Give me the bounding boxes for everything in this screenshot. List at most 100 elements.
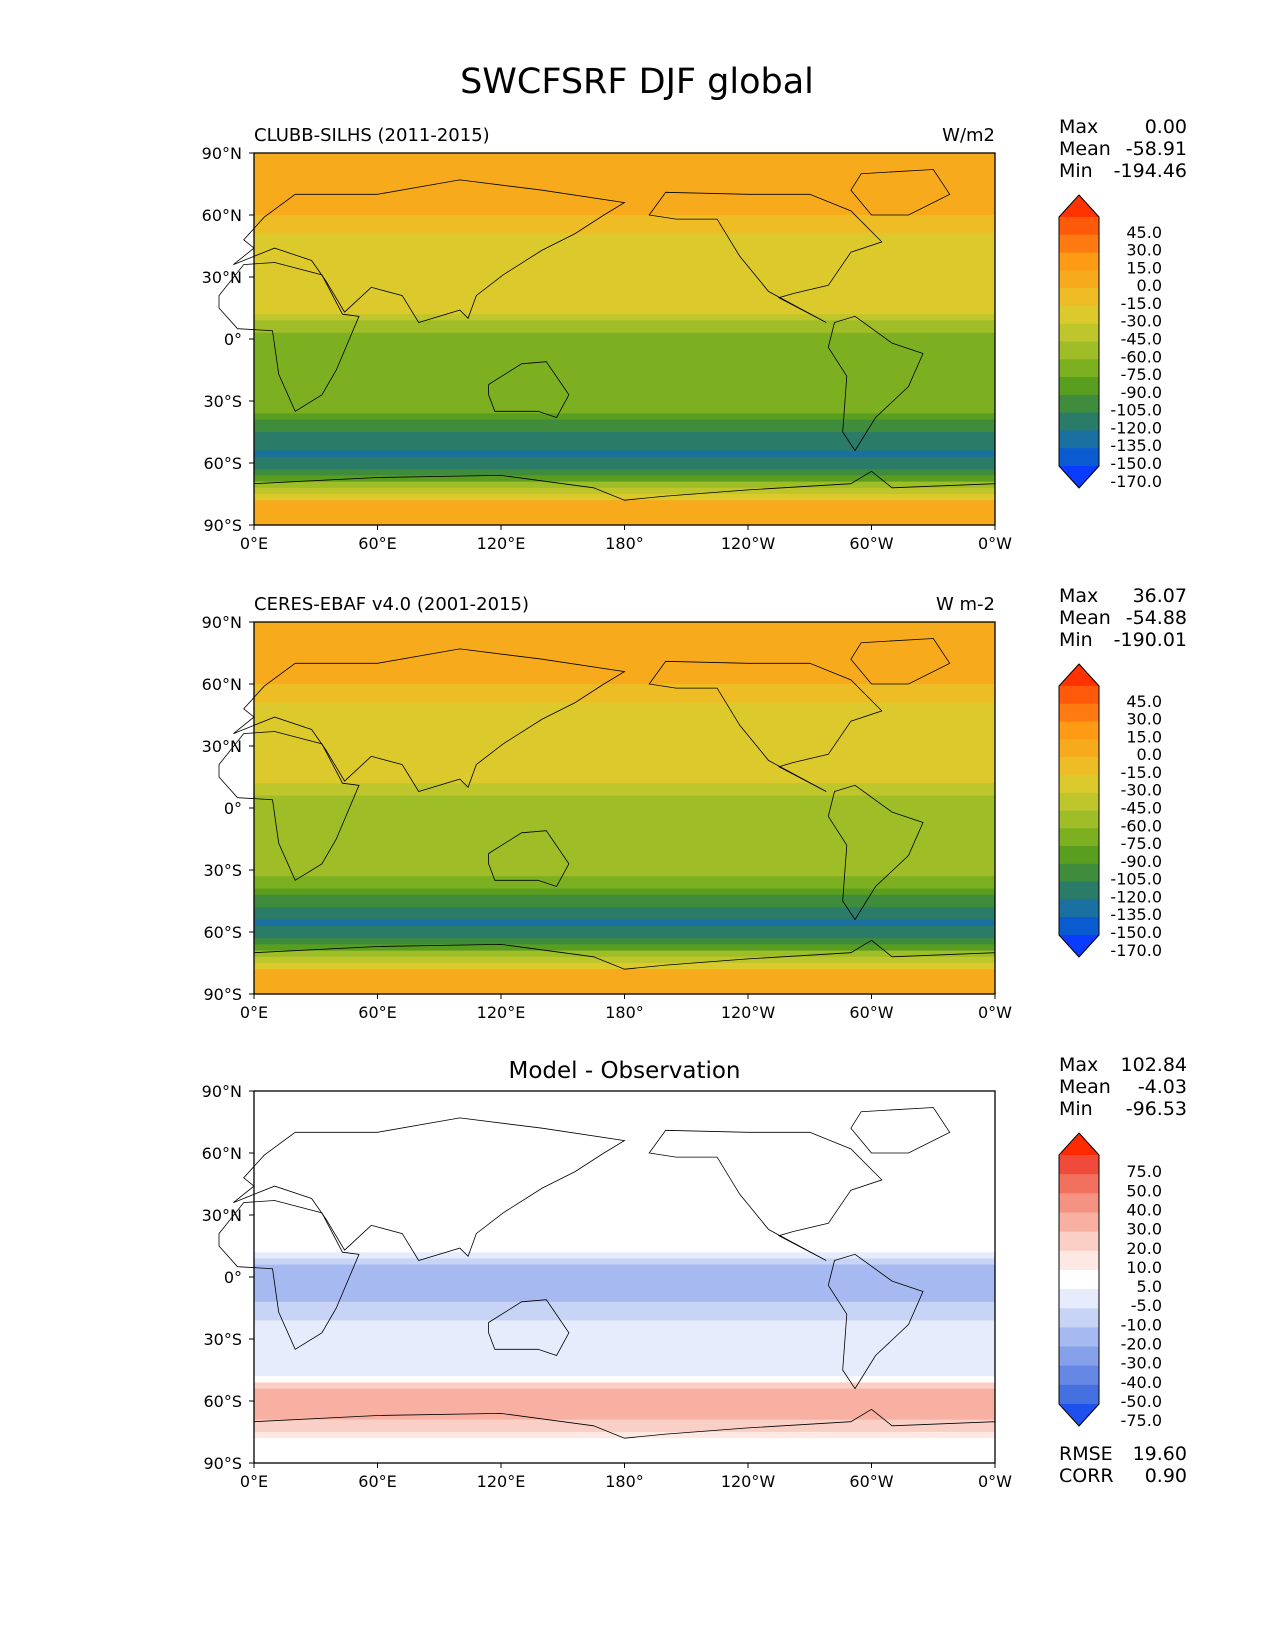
heatmap-band xyxy=(254,1283,995,1290)
heatmap-band xyxy=(254,826,995,834)
heatmap-band xyxy=(254,727,995,735)
colorbar: 45.030.015.00.0-15.0-30.0-45.0-60.0-75.0… xyxy=(1058,663,1162,960)
heatmap-field xyxy=(254,1091,995,1464)
heatmap-band xyxy=(254,789,995,797)
heatmap-band xyxy=(254,1450,995,1458)
panel-1: 0°E 60°E 120°E 180° 120°W 60°W 0°W 90°N 60°N 30°N… xyxy=(202,116,1187,553)
stat-label-mean: Mean xyxy=(1059,138,1111,160)
heatmap-band xyxy=(254,1221,995,1228)
colorbar-label: -170.0 xyxy=(1110,941,1162,960)
heatmap-band xyxy=(254,1456,995,1464)
x-tick-label: 0°E xyxy=(240,1003,268,1022)
x-tick-label: 60°E xyxy=(358,1472,396,1491)
heatmap-band xyxy=(254,1308,995,1315)
colorbar-extend-max xyxy=(1059,195,1099,217)
heatmap-band xyxy=(254,1208,995,1216)
heatmap-band xyxy=(254,1227,995,1235)
y-tick-label: 60°S xyxy=(203,923,242,942)
coastline-africa xyxy=(218,731,360,881)
heatmap-band xyxy=(254,518,995,526)
heatmap-band xyxy=(254,1413,995,1421)
heatmap-band xyxy=(254,659,995,666)
y-tick-label: 60°S xyxy=(203,1392,242,1411)
colorbar-label: 0.0 xyxy=(1137,745,1162,764)
heatmap-band xyxy=(254,1444,995,1452)
heatmap-band xyxy=(254,1326,995,1334)
stat-value-corr: 0.90 xyxy=(1145,1465,1187,1487)
heatmap-band xyxy=(254,1109,995,1117)
stat-label-mean: Mean xyxy=(1059,607,1111,629)
x-tick-label: 120°W xyxy=(721,1003,776,1022)
panel-center-title: Model - Observation xyxy=(508,1058,740,1084)
y-tick-label: 90°N xyxy=(202,613,242,632)
colorbar-label: -50.0 xyxy=(1121,1392,1162,1411)
y-tick-label: 90°N xyxy=(202,144,242,163)
x-tick-label: 120°W xyxy=(721,1472,776,1491)
coastline-eurasia xyxy=(233,179,626,323)
colorbar-segment xyxy=(1059,1269,1099,1290)
colorbar-label: -90.0 xyxy=(1121,383,1162,402)
heatmap-band xyxy=(254,388,995,396)
heatmap-band xyxy=(254,634,995,642)
coastline-australia xyxy=(488,830,570,887)
heatmap-band xyxy=(254,1184,995,1191)
colorbar-segment xyxy=(1059,252,1099,271)
heatmap-band xyxy=(254,481,995,489)
heatmap-band xyxy=(254,1339,995,1346)
heatmap-band xyxy=(254,475,995,483)
colorbar-label: -15.0 xyxy=(1121,763,1162,782)
colorbar-outline xyxy=(1058,194,1100,489)
heatmap-band xyxy=(254,1295,995,1303)
heatmap-band xyxy=(254,646,995,654)
stat-value-min: -96.53 xyxy=(1126,1098,1187,1120)
heatmap-band xyxy=(254,246,995,253)
colorbar-label: 10.0 xyxy=(1126,1258,1162,1277)
colorbar-label: 50.0 xyxy=(1126,1181,1162,1200)
colorbar-segment xyxy=(1059,863,1099,883)
heatmap-band xyxy=(254,1202,995,1210)
heatmap-band xyxy=(254,901,995,908)
colorbar-segment xyxy=(1059,1155,1099,1175)
coastline-greenland xyxy=(850,169,951,216)
heatmap-band xyxy=(254,758,995,766)
colorbar-segment xyxy=(1059,288,1099,307)
colorbar-label: -30.0 xyxy=(1121,312,1162,331)
stat-label-max: Max xyxy=(1059,116,1098,138)
heatmap-band xyxy=(254,820,995,828)
heatmap-field xyxy=(254,622,995,995)
heatmap-band xyxy=(254,708,995,716)
heatmap-band xyxy=(254,351,995,359)
x-tick-label: 0°W xyxy=(978,1003,1012,1022)
colorbar-extend-min xyxy=(1059,466,1099,488)
colorbar-segment xyxy=(1059,270,1099,289)
x-tick-label: 0°W xyxy=(978,534,1012,553)
stat-label-max: Max xyxy=(1059,1054,1098,1076)
heatmap-band xyxy=(254,777,995,784)
heatmap-band xyxy=(254,425,995,433)
heatmap-band xyxy=(254,987,995,995)
colorbar-segment xyxy=(1059,686,1099,705)
colorbar-segment xyxy=(1059,899,1099,918)
heatmap-band xyxy=(254,463,995,470)
heatmap-band xyxy=(254,1394,995,1402)
heatmap-band xyxy=(254,1407,995,1414)
y-tick-label: 60°N xyxy=(202,1144,242,1163)
heatmap-band xyxy=(254,715,995,722)
heatmap-band xyxy=(254,184,995,191)
heatmap-band xyxy=(254,950,995,958)
heatmap-band xyxy=(254,1252,995,1259)
colorbar-segment xyxy=(1059,1346,1099,1367)
heatmap-band xyxy=(254,1270,995,1278)
colorbar-label: -40.0 xyxy=(1121,1373,1162,1392)
colorbar-segment xyxy=(1059,917,1099,936)
colorbar-segment xyxy=(1059,757,1099,776)
colorbar-label: 15.0 xyxy=(1126,727,1162,746)
heatmap-band xyxy=(254,1419,995,1427)
heatmap-band xyxy=(254,1246,995,1253)
heatmap-band xyxy=(254,270,995,278)
heatmap-band xyxy=(254,345,995,352)
heatmap-band xyxy=(254,202,995,210)
stat-label-mean: Mean xyxy=(1059,1076,1111,1098)
x-tick-label: 0°E xyxy=(240,1472,268,1491)
